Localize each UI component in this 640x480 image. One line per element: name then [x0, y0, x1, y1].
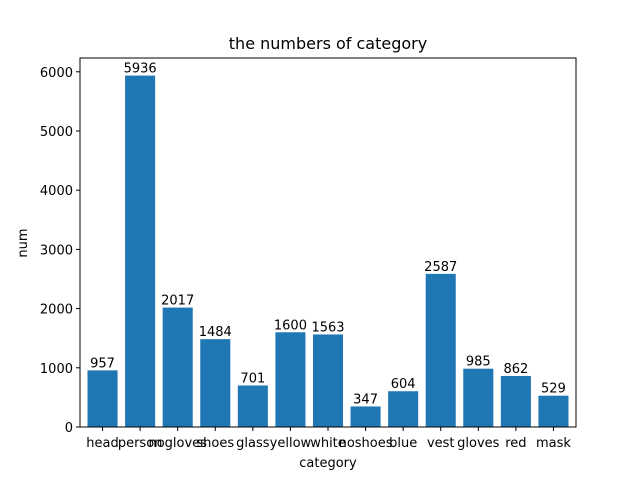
- y-tick-label-5000: 5000: [40, 125, 73, 140]
- x-tick-label-vest: vest: [427, 436, 455, 451]
- y-tick-label-1000: 1000: [40, 362, 73, 377]
- data-label-glass: 701: [240, 372, 265, 387]
- y-tick-label-3000: 3000: [40, 243, 73, 258]
- data-label-vest: 2587: [424, 260, 457, 275]
- data-labels-group: 957 5936 2017 1484 701 1600 1563 347 604 2587 985 8…: [90, 62, 566, 408]
- data-label-noshoes: 347: [353, 392, 378, 407]
- x-tick-label-nogloves: nogloves: [148, 436, 207, 451]
- bar-yellow: [275, 332, 306, 427]
- data-label-blue: 604: [391, 377, 416, 392]
- bar-glass: [237, 385, 268, 427]
- plot-frame: [79, 57, 577, 428]
- data-label-red: 862: [503, 362, 528, 377]
- x-axis-label: category: [299, 456, 357, 471]
- y-tick-label-0: 0: [65, 421, 73, 436]
- data-label-yellow: 1600: [274, 318, 307, 333]
- x-tick-label-mask: mask: [536, 436, 571, 451]
- bar-head: [87, 370, 118, 427]
- x-tick-label-yellow: yellow: [270, 436, 312, 451]
- data-label-nogloves: 2017: [161, 294, 194, 309]
- y-axis-label: num: [16, 228, 31, 257]
- y-tick-label-2000: 2000: [40, 303, 73, 318]
- bar-red: [500, 375, 531, 427]
- x-tick-label-gloves: gloves: [457, 436, 500, 451]
- data-label-mask: 529: [541, 382, 566, 397]
- x-tick-label-person: person: [118, 436, 163, 451]
- x-tick-label-glass: glass: [236, 436, 270, 451]
- bar-shoes: [200, 339, 231, 427]
- bar-white: [312, 334, 344, 427]
- y-tick-label-6000: 6000: [40, 66, 73, 81]
- x-tick-label-blue: blue: [389, 436, 417, 451]
- x-tick-label-shoes: shoes: [196, 436, 234, 451]
- bar-nogloves: [162, 307, 193, 427]
- x-tick-label-noshoes: noshoes: [339, 436, 393, 451]
- data-label-head: 957: [90, 356, 115, 371]
- data-label-gloves: 985: [466, 355, 491, 370]
- data-label-white: 1563: [311, 320, 344, 335]
- x-tick-label-red: red: [505, 436, 526, 451]
- x-tick-label-white: white: [310, 436, 346, 451]
- data-label-shoes: 1484: [199, 325, 232, 340]
- y-tick-label-4000: 4000: [40, 184, 73, 199]
- bar-blue: [388, 391, 419, 427]
- chart-title: the numbers of category: [229, 34, 427, 53]
- bar-person: [125, 75, 156, 427]
- bar-noshoes: [350, 406, 381, 427]
- bar-vest: [425, 273, 456, 427]
- bar-mask: [538, 395, 569, 427]
- y-axis: 0 1000 2000 3000 4000 5000 6000: [40, 66, 80, 436]
- bar-gloves: [463, 368, 494, 427]
- data-label-person: 5936: [124, 62, 157, 77]
- bars-group: [87, 75, 569, 427]
- x-tick-label-head: head: [86, 436, 118, 451]
